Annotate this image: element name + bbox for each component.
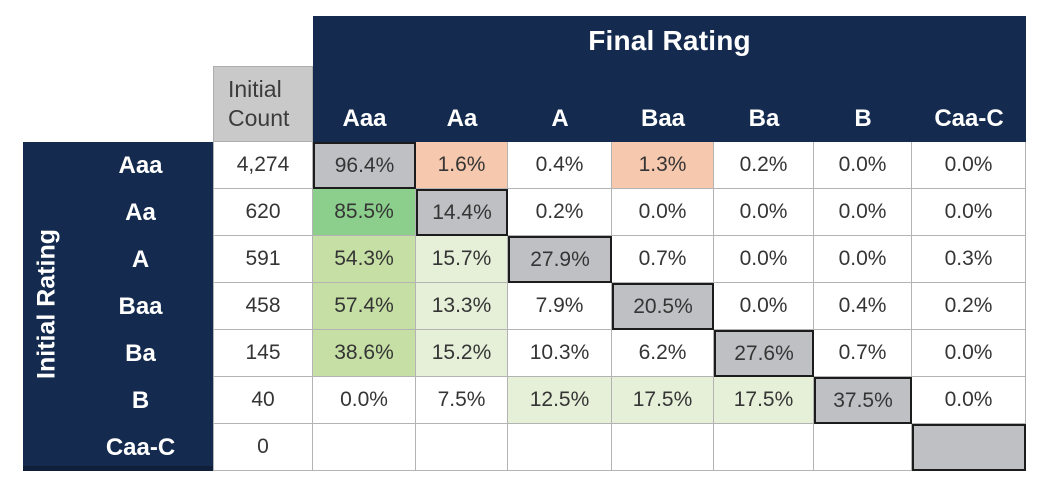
matrix-cell: 0.0%	[714, 189, 814, 236]
matrix-cell: 15.2%	[416, 330, 508, 377]
row-label-aa: Aa	[125, 198, 156, 226]
initial-count-value-b: 40	[213, 377, 313, 424]
matrix-cell: 1.3%	[612, 142, 714, 189]
row-label-ba: Ba	[125, 339, 156, 367]
matrix-cell: 0.0%	[814, 142, 912, 189]
matrix-cell: 57.4%	[313, 283, 416, 330]
matrix-cell: 0.0%	[912, 142, 1026, 189]
matrix-cell: 10.3%	[508, 330, 612, 377]
matrix-cell: 85.5%	[313, 189, 416, 236]
matrix-cell: 7.9%	[508, 283, 612, 330]
matrix-cell: 0.3%	[912, 236, 1026, 283]
matrix-cell: 0.0%	[912, 189, 1026, 236]
initial-count-value-baa: 458	[213, 283, 313, 330]
row-label-aaa: Aaa	[118, 151, 163, 179]
matrix-cell: 0.7%	[814, 330, 912, 377]
matrix-cell: 0.0%	[313, 377, 416, 424]
row-label-a: A	[131, 245, 150, 273]
matrix-cell: 7.5%	[416, 377, 508, 424]
column-header-aa: Aa	[446, 105, 478, 132]
column-header-ba: Ba	[748, 105, 780, 132]
column-header-aaa: Aaa	[342, 105, 387, 132]
matrix-cell: 17.5%	[714, 377, 814, 424]
matrix-cell: 13.3%	[416, 283, 508, 330]
matrix-cell	[508, 424, 612, 471]
matrix-cell: 27.9%	[508, 236, 612, 283]
matrix-cell: 37.5%	[814, 377, 912, 424]
matrix-cell: 0.2%	[912, 283, 1026, 330]
matrix-cell: 0.0%	[714, 236, 814, 283]
column-header-baa: Baa	[640, 105, 686, 132]
initial-rating-axis-label: Initial Rating	[32, 229, 61, 379]
initial-count-value-aa: 620	[213, 189, 313, 236]
matrix-cell	[313, 424, 416, 471]
matrix-cell: 14.4%	[416, 189, 508, 236]
matrix-cell	[714, 424, 814, 471]
matrix-cell: 6.2%	[612, 330, 714, 377]
column-header-caa-c: Caa-C	[934, 105, 1004, 132]
matrix-cell: 96.4%	[313, 142, 416, 189]
initial-count-header-line1: Initial	[228, 76, 282, 103]
matrix-cell: 12.5%	[508, 377, 612, 424]
initial-count-value-caa-c: 0	[213, 424, 313, 471]
matrix-cell: 15.7%	[416, 236, 508, 283]
matrix-cell: 0.0%	[912, 330, 1026, 377]
matrix-cell	[814, 424, 912, 471]
initial-count-header: Initial Count	[213, 66, 313, 142]
matrix-cell: 38.6%	[313, 330, 416, 377]
column-header-a: A	[551, 105, 569, 132]
matrix-cell: 0.2%	[508, 189, 612, 236]
initial-count-value-ba: 145	[213, 330, 313, 377]
matrix-cell: 0.0%	[912, 377, 1026, 424]
matrix-cell: 0.0%	[714, 283, 814, 330]
final-rating-title: Final Rating	[588, 25, 751, 56]
matrix-cell: 0.4%	[508, 142, 612, 189]
initial-count-value-aaa: 4,274	[213, 142, 313, 189]
matrix-cell: 27.6%	[714, 330, 814, 377]
initial-count-value-a: 591	[213, 236, 313, 283]
matrix-cell: 0.0%	[612, 189, 714, 236]
row-label-baa: Baa	[118, 292, 163, 320]
matrix-cell: 17.5%	[612, 377, 714, 424]
matrix-cell: 0.7%	[612, 236, 714, 283]
matrix-cell: 0.2%	[714, 142, 814, 189]
matrix-cell	[612, 424, 714, 471]
matrix-cell: 0.0%	[814, 236, 912, 283]
initial-rating-axis-band: Initial Rating	[23, 142, 213, 471]
final-rating-header-band: Final Rating	[313, 16, 1026, 142]
rating-transition-table: Final Rating Initial Count Initial Ratin…	[23, 16, 1026, 471]
matrix-cell: 0.4%	[814, 283, 912, 330]
matrix-cell	[416, 424, 508, 471]
row-label-b: B	[131, 386, 150, 414]
matrix-cell: 0.0%	[814, 189, 912, 236]
matrix-cell	[912, 424, 1026, 471]
column-header-b: B	[854, 105, 872, 132]
initial-count-header-line2: Count	[228, 105, 290, 131]
matrix-cell: 1.6%	[416, 142, 508, 189]
matrix-cell: 20.5%	[612, 283, 714, 330]
matrix-cell: 54.3%	[313, 236, 416, 283]
row-label-caa-c: Caa-C	[105, 433, 176, 461]
